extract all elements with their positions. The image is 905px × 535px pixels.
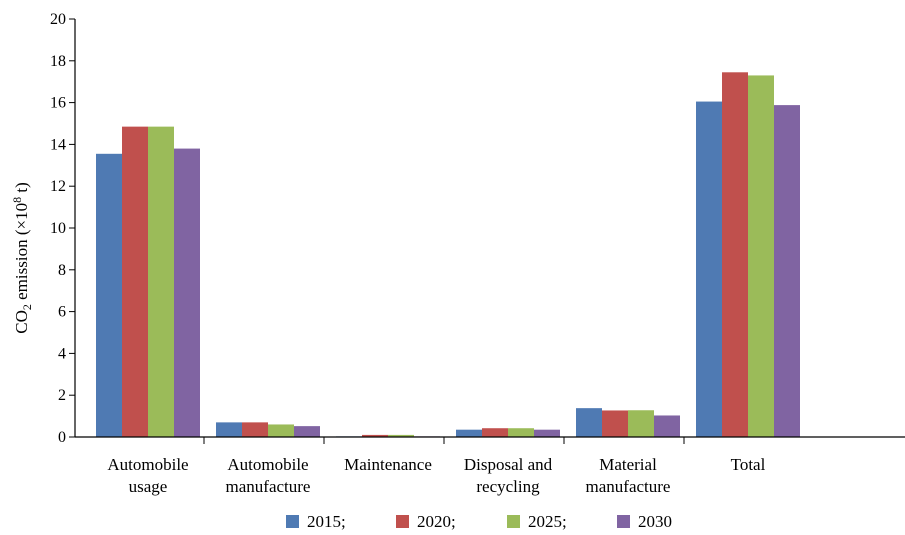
bar-2030-0 <box>174 148 200 437</box>
bar-2030-4 <box>654 415 680 437</box>
legend: 2015; 2020; 2025; 2030 <box>286 512 672 531</box>
y-tick-label: 0 <box>58 429 66 446</box>
bar-2030-5 <box>774 105 800 437</box>
x-axis-labels: Automobile usage Automobile manufacture Main… <box>107 455 765 496</box>
bar-2025-5 <box>748 75 774 438</box>
bar-2030-3 <box>534 429 560 437</box>
x-category-label: Disposal and recycling <box>464 455 553 496</box>
y-tick-label: 20 <box>50 11 66 28</box>
x-category-label: Material manufacture <box>586 455 671 496</box>
y-tick-label: 10 <box>50 220 66 237</box>
bar-2015-5 <box>696 101 722 438</box>
legend-label: 2025; <box>528 512 567 531</box>
y-tick-label: 12 <box>50 178 66 195</box>
bar-2020-5 <box>722 72 748 438</box>
bar-2015-4 <box>576 408 602 437</box>
y-tick-label: 14 <box>50 136 66 153</box>
bar-2020-1 <box>242 422 268 437</box>
y-axis-label-text: CO2 emission (×108 t) <box>10 182 34 333</box>
axes <box>74 19 905 444</box>
bar-2030-1 <box>294 426 320 437</box>
bar-2025-1 <box>268 424 294 437</box>
bar-2020-0 <box>122 126 148 437</box>
legend-swatch <box>286 515 299 528</box>
y-axis-label: CO2 emission (×108 t) <box>10 182 34 333</box>
bar-2025-2 <box>388 434 414 437</box>
bar-2020-2 <box>362 434 388 437</box>
bar-2015-3 <box>456 429 482 437</box>
x-category-label: Total <box>731 455 766 474</box>
x-category-label: Automobile usage <box>107 455 188 496</box>
bar-2025-0 <box>148 126 174 437</box>
legend-label: 2030 <box>638 512 672 531</box>
bar-2025-3 <box>508 428 534 437</box>
bar-2020-4 <box>602 410 628 437</box>
x-category-label: Automobile manufacture <box>226 455 311 496</box>
y-tick-label: 8 <box>58 262 66 279</box>
legend-label: 2015; <box>307 512 346 531</box>
legend-swatch <box>507 515 520 528</box>
y-tick-label: 4 <box>58 345 66 362</box>
bar-2015-0 <box>96 153 122 437</box>
legend-label: 2020; <box>417 512 456 531</box>
bar-2015-1 <box>216 422 242 437</box>
bar-2025-4 <box>628 410 654 437</box>
legend-swatch <box>396 515 409 528</box>
legend-swatch <box>617 515 630 528</box>
x-category-label: Maintenance <box>344 455 432 474</box>
y-tick-label: 16 <box>50 95 66 112</box>
y-tick-label: 6 <box>58 304 66 321</box>
y-tick-label: 2 <box>58 387 66 404</box>
y-axis-ticks: 0 2 4 6 8 10 12 14 16 18 20 <box>50 11 75 446</box>
bar-2020-3 <box>482 428 508 437</box>
bars <box>96 72 800 438</box>
y-tick-label: 18 <box>50 53 66 70</box>
